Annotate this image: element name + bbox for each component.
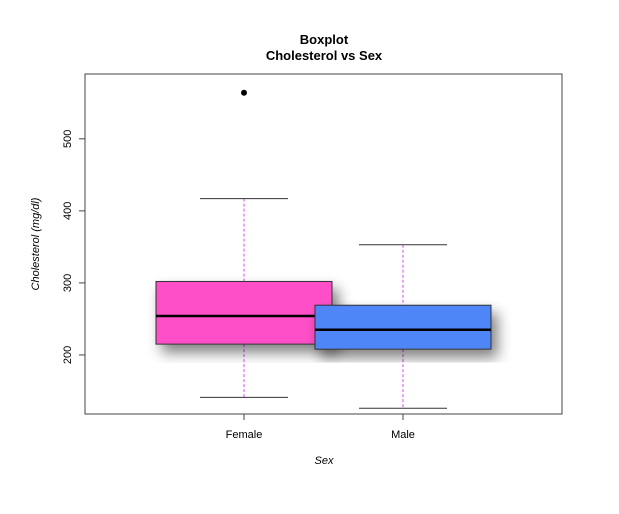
y-tick-label: 200 [62, 346, 74, 364]
chart-title: Boxplot [300, 32, 349, 47]
iqr-box [314, 304, 492, 350]
y-axis: 200 300 400 500 [62, 130, 85, 364]
x-tick-label: Female [226, 429, 263, 441]
y-tick-label: 300 [62, 274, 74, 292]
box-female [155, 89, 333, 398]
x-axis: Female Male [226, 414, 415, 441]
y-axis-label: Cholesterol (mg/dl) [30, 197, 42, 290]
boxes-layer [155, 89, 492, 409]
plot-area-frame [84, 73, 563, 415]
y-tick-label: 500 [62, 130, 74, 148]
x-axis-label: Sex [315, 455, 334, 467]
box-male [314, 244, 492, 409]
y-tick-label: 400 [62, 202, 74, 220]
outlier-point [241, 89, 247, 96]
x-tick-label: Male [391, 429, 415, 441]
chart-subtitle: Cholesterol vs Sex [266, 48, 383, 63]
iqr-box [155, 280, 333, 345]
